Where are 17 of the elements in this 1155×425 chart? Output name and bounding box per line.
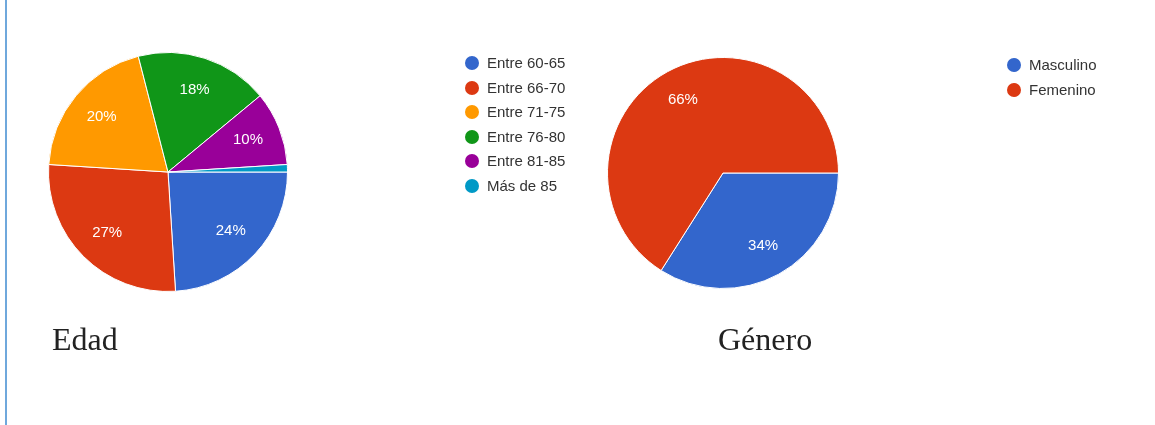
text: Género: [718, 321, 813, 357]
legend-label: Entre 66-70: [487, 78, 566, 96]
data-label: 18%: [179, 80, 210, 98]
legend-label: Entre 81-85: [487, 152, 566, 169]
data-label: 10%: [232, 130, 264, 148]
legend-label: Entre 76-80: [487, 127, 566, 145]
data-label: 34%: [748, 236, 779, 254]
data-label: 66%: [667, 90, 698, 108]
legend-label: Masculino: [1029, 56, 1097, 73]
legend-label: Más de 85: [487, 176, 558, 194]
legend-label: Femenino: [1029, 80, 1096, 98]
data-label: 20%: [86, 107, 117, 125]
legend-label: Entre 71-75: [487, 103, 566, 120]
data-label: 27%: [92, 222, 123, 240]
data-label: 24%: [215, 221, 246, 239]
legend-label: Entre 60-65: [487, 54, 566, 71]
text: Edad: [52, 321, 118, 357]
